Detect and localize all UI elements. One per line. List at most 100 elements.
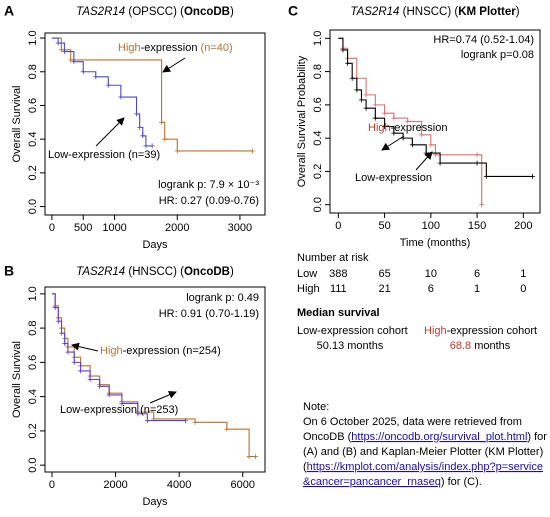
censor-mark xyxy=(118,94,124,100)
annotation: High-expression (n=254) xyxy=(100,345,221,357)
risk-count: 1 xyxy=(520,268,526,280)
censor-mark xyxy=(55,318,61,324)
x-tick-label: 500 xyxy=(74,222,92,234)
text-part: (OPSCC) ( xyxy=(125,6,184,18)
text-part: (HNSCC) ( xyxy=(125,266,184,278)
text-part: (n=40) xyxy=(197,42,232,54)
censor-mark xyxy=(55,40,61,46)
censor-mark xyxy=(192,419,198,425)
censor-mark xyxy=(93,74,99,80)
link: https://oncodb.org/survival_plot.html xyxy=(351,431,527,443)
censor-mark xyxy=(409,142,415,148)
censor-mark xyxy=(144,418,150,424)
risk-count: 1 xyxy=(474,283,480,295)
censor-mark xyxy=(137,124,143,130)
panel-label: B xyxy=(4,263,14,279)
y-tick-label: 0.2 xyxy=(27,165,39,180)
text-part: High xyxy=(368,122,391,134)
censor-mark xyxy=(134,111,140,117)
censor-mark xyxy=(68,57,74,63)
arrow xyxy=(95,117,125,147)
text-part: Low-expression (n=39) xyxy=(48,149,160,161)
censor-mark xyxy=(162,136,168,142)
censor-mark xyxy=(363,105,369,111)
censor-mark xyxy=(479,202,485,208)
censor-mark xyxy=(345,60,351,66)
text-part: 50.13 months xyxy=(317,340,384,352)
censor-mark xyxy=(372,115,378,121)
censor-mark xyxy=(71,59,77,65)
chart-title: TAS2R14 (OPSCC) (OncoDB) xyxy=(76,6,234,18)
arrow xyxy=(381,135,405,151)
chart-title: TAS2R14 (HNSCC) (KM Plotter) xyxy=(350,6,519,18)
risk-count: 10 xyxy=(425,268,437,280)
text-part: High xyxy=(118,42,141,54)
censor-mark xyxy=(483,173,489,179)
censor-mark xyxy=(246,454,252,460)
y-tick-label: 1.0 xyxy=(27,30,39,45)
median-label: Low-expression cohort xyxy=(297,325,408,337)
censor-mark xyxy=(437,160,443,166)
text-part: On 6 October 2025, data were retrieved f… xyxy=(303,416,522,428)
note-line: On 6 October 2025, data were retrieved f… xyxy=(303,416,522,428)
x-tick-label: 0 xyxy=(335,220,341,232)
y-tick-label: 0.8 xyxy=(27,64,39,79)
text-part: Low-expression cohort xyxy=(297,325,408,337)
censor-mark xyxy=(59,330,65,336)
y-tick-label: 0.6 xyxy=(27,355,39,370)
censor-mark xyxy=(52,305,58,311)
risk-count: 388 xyxy=(329,268,347,280)
risk-count: 111 xyxy=(330,283,347,295)
x-tick-label: 3000 xyxy=(228,222,252,234)
text-part: TAS2R14 xyxy=(76,266,125,278)
note-line: OncoDB (https://oncodb.org/survival_plot… xyxy=(303,431,547,443)
y-tick-label: 0.2 xyxy=(312,164,324,179)
censor-mark xyxy=(423,150,429,156)
x-axis-label: Days xyxy=(142,239,168,251)
text-part: Low-expression (n=253) xyxy=(60,404,178,416)
y-tick-label: 0.6 xyxy=(27,98,39,113)
text-part: KM Plotter xyxy=(458,6,516,18)
censor-mark xyxy=(382,123,388,129)
text-part: ) xyxy=(230,6,234,18)
note-line: &cancer=pancancer_rnaseq) for (C). xyxy=(303,476,482,488)
stat-text: logrank p: 7.9 × 10⁻³ xyxy=(158,179,259,191)
censor-mark xyxy=(252,454,258,460)
chart-title: TAS2R14 (HNSCC) (OncoDB) xyxy=(76,266,234,278)
arrow xyxy=(162,57,186,73)
x-tick-label: 6000 xyxy=(231,479,255,491)
annotation: Low-expression (n=39) xyxy=(48,149,160,161)
censor-mark xyxy=(183,418,189,424)
text-part: ( xyxy=(303,461,307,473)
censor-mark xyxy=(140,133,146,139)
panel-label: C xyxy=(288,3,298,19)
risk-count: 6 xyxy=(474,268,480,280)
x-axis-label: Days xyxy=(142,496,168,508)
arrow xyxy=(71,342,99,352)
censor-mark xyxy=(65,349,71,355)
text-part: -expression xyxy=(141,42,198,54)
median-title: Median survival xyxy=(297,307,380,319)
censor-mark xyxy=(391,130,397,136)
y-tick-label: 1.0 xyxy=(27,286,39,301)
censor-mark xyxy=(340,47,346,53)
text-part: (HNSCC) ( xyxy=(399,6,458,18)
censor-mark xyxy=(106,392,112,398)
survival-curve xyxy=(338,37,533,177)
censor-mark xyxy=(97,383,103,389)
censor-mark xyxy=(174,148,180,154)
x-tick-label: 1000 xyxy=(102,222,126,234)
y-axis-label: Overall Survival Probability xyxy=(296,55,308,187)
median-label: High-expression cohort xyxy=(424,325,537,337)
panel-label: A xyxy=(4,3,14,19)
censor-mark xyxy=(135,411,141,417)
risk-header: Number at risk xyxy=(297,252,369,264)
x-tick-label: 2000 xyxy=(165,222,189,234)
median-value: 50.13 months xyxy=(317,340,384,352)
survival-curve xyxy=(51,37,253,152)
x-tick-label: 4000 xyxy=(167,479,191,491)
y-axis-label: Overall Survival xyxy=(11,341,23,418)
risk-count: 6 xyxy=(428,283,434,295)
plot-frame xyxy=(44,32,266,216)
x-tick-label: 100 xyxy=(422,220,440,232)
